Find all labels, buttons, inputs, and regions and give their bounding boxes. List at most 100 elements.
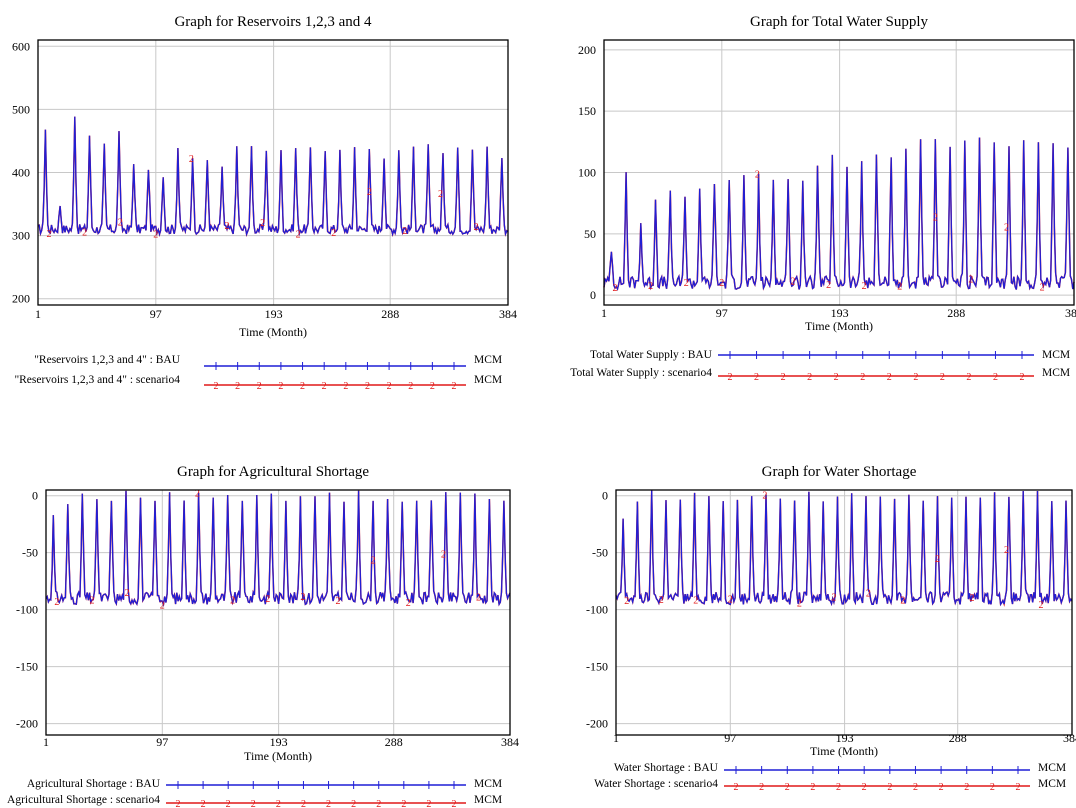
series-marker: 2	[969, 593, 974, 604]
legend-marker: 2	[1016, 782, 1021, 793]
chart-water-shortage: Graph for Water Shortage 2 2 2 2 2 2 2 2 2 2 2 2 2 0 -…	[538, 404, 1076, 808]
series-marker: 2	[684, 278, 689, 289]
plot-frame	[603, 39, 1075, 306]
legend-label: Water Shortage : scenario4	[594, 778, 718, 790]
legend-marker: 2	[1020, 372, 1025, 383]
legend-marker: 2	[251, 799, 256, 808]
legend-unit: MCM	[474, 374, 503, 386]
legend-marker: 2	[452, 799, 457, 808]
legend-marker: 2	[408, 381, 413, 392]
y-tick-label: -100	[586, 603, 608, 617]
series-marker: 2	[1004, 545, 1009, 556]
y-tick-label: 200	[578, 43, 596, 57]
series-marker: 2	[968, 275, 973, 286]
series-marker: 2	[406, 598, 411, 609]
series-marker: 2	[831, 592, 836, 603]
series-marker: 2	[648, 281, 653, 292]
y-tick-label: -50	[592, 546, 608, 560]
x-tick-label: 1	[35, 307, 41, 321]
series-line-bau	[603, 137, 1075, 291]
x-tick-label: 384	[499, 307, 517, 321]
legend-marker: 2	[301, 799, 306, 808]
legend-marker: 2	[343, 381, 348, 392]
series-marker: 2	[82, 227, 87, 238]
grid	[616, 490, 1072, 735]
legend-marker: 2	[836, 782, 841, 793]
legend-unit: MCM	[474, 778, 503, 790]
legend-unit: MCM	[474, 354, 503, 366]
series-line-bau	[37, 116, 509, 237]
chart-title: Graph for Reservoirs 1,2,3 and 4	[174, 14, 372, 30]
series-marker: 2	[118, 218, 123, 229]
series-marker: 2	[367, 187, 372, 198]
x-tick-label: 97	[156, 735, 168, 749]
y-tick-label: 600	[12, 39, 30, 53]
legend-marker: 2	[754, 372, 759, 383]
x-axis-label: Time (Month)	[810, 744, 878, 758]
legend-marker: 2	[964, 782, 969, 793]
y-tick-label: 50	[584, 227, 596, 241]
y-tick-label: 300	[12, 229, 30, 243]
legend-marker: 2	[426, 799, 431, 808]
series-marker: 2	[900, 595, 905, 606]
plot-frame	[615, 489, 1073, 736]
series-marker: 2	[719, 278, 724, 289]
series-marker: 2	[933, 213, 938, 224]
legend-label: Agricultural Shortage : BAU	[26, 778, 160, 790]
series-marker: 2	[335, 596, 340, 607]
series-marker: 2	[862, 281, 867, 292]
series-marker: 2	[153, 229, 158, 240]
x-tick-label: 97	[150, 307, 162, 321]
series-marker: 2	[659, 595, 664, 606]
series-line-scenario4	[603, 137, 1075, 292]
legend-marker: 2	[913, 782, 918, 793]
legend-marker: 2	[785, 782, 790, 793]
legend-unit: MCM	[1038, 778, 1067, 790]
series-line-scenario4	[45, 490, 511, 608]
legend-marker: 2	[226, 799, 231, 808]
grid	[604, 40, 1074, 305]
grid	[46, 490, 510, 735]
y-tick-label: 0	[602, 489, 608, 503]
plot-frame	[37, 39, 509, 306]
legend-unit: MCM	[1042, 349, 1071, 361]
y-tick-label: -150	[586, 660, 608, 674]
legend-marker: 2	[810, 782, 815, 793]
x-axis-label: Time (Month)	[244, 749, 312, 763]
legend-marker: 2	[276, 799, 281, 808]
series-marker: 2	[195, 489, 200, 500]
y-tick-label: 400	[12, 166, 30, 180]
y-tick-label: 0	[32, 489, 38, 503]
series-marker: 2	[762, 490, 767, 501]
series-marker: 2	[797, 599, 802, 610]
legend-marker: 2	[862, 782, 867, 793]
series-marker: 2	[224, 221, 229, 232]
y-tick-label: -200	[586, 717, 608, 731]
series-marker: 2	[935, 554, 940, 565]
series-marker: 2	[296, 230, 301, 241]
legend-marker: 2	[257, 381, 262, 392]
series-marker: 2	[230, 595, 235, 606]
x-tick-label: 193	[831, 306, 849, 320]
legend-label: Agricultural Shortage : scenario4	[7, 794, 160, 806]
x-tick-label: 288	[385, 735, 403, 749]
legend-label: "Reservoirs 1,2,3 and 4" : scenario4	[14, 374, 180, 386]
y-tick-label: 150	[578, 104, 596, 118]
x-tick-label: 288	[947, 306, 965, 320]
series-marker: 2	[47, 229, 52, 240]
legend-marker: 2	[734, 782, 739, 793]
plot-frame	[45, 489, 511, 736]
legend-label: Water Shortage : BAU	[613, 762, 718, 774]
series-marker: 2	[54, 597, 59, 608]
series-marker: 2	[189, 154, 194, 165]
plot-svg: 2 2 2 2 2 2 2 2 2 2 2 2 2 0 -50 -100 -150 -200 1 97 193 288 38…	[16, 489, 519, 808]
x-tick-label: 288	[949, 731, 967, 745]
y-tick-label: -200	[16, 717, 38, 731]
series-marker: 2	[897, 282, 902, 293]
y-tick-label: 0	[590, 288, 596, 302]
series-marker: 2	[125, 588, 130, 599]
legend-marker: 2	[278, 381, 283, 392]
series-marker: 2	[790, 277, 795, 288]
